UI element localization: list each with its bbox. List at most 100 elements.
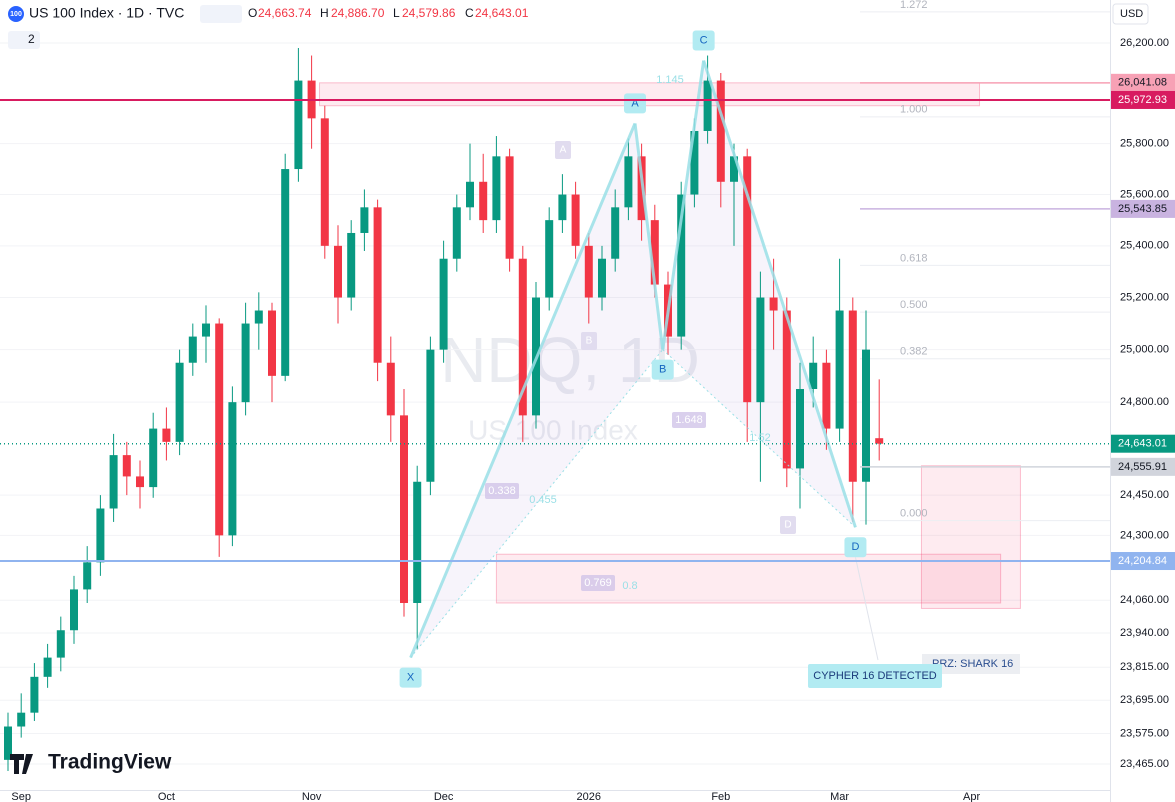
candle-body xyxy=(149,428,158,488)
x-tick-label: Sep xyxy=(11,791,31,802)
ratio-bg xyxy=(485,483,519,499)
candle-body xyxy=(690,130,699,195)
candle-body xyxy=(215,323,224,536)
price-badge-label: 24,643.01 xyxy=(1118,438,1167,450)
price-badge xyxy=(1111,199,1175,218)
candle-body xyxy=(650,220,659,285)
pattern-diag xyxy=(410,349,664,658)
ghost-point: D xyxy=(784,520,791,531)
candle-body xyxy=(56,630,65,658)
zone xyxy=(920,465,1021,609)
pattern-leg xyxy=(702,60,857,528)
y-tick-label: 24,800.00 xyxy=(1120,396,1169,408)
candle-body xyxy=(479,181,488,221)
annotation-bg xyxy=(808,664,942,688)
candle-body xyxy=(624,156,633,208)
price-badge xyxy=(1111,552,1175,571)
annotation-bg xyxy=(922,654,1020,674)
candle-body xyxy=(426,349,435,482)
annotation: CYPHER 16 DETECTED xyxy=(813,670,937,682)
ratio-label: 0.769 xyxy=(584,577,612,589)
candle-body xyxy=(334,245,342,298)
pattern-label: B xyxy=(659,364,666,376)
h-label: H xyxy=(320,6,329,20)
currency[interactable]: USD xyxy=(1120,8,1143,20)
fib-label: 0.618 xyxy=(900,252,928,264)
pattern-label: C xyxy=(700,34,708,46)
y-tick-label: 23,465.00 xyxy=(1120,758,1169,770)
y-tick-label: 25,000.00 xyxy=(1120,344,1169,356)
fib-label: 0.000 xyxy=(900,507,928,519)
y-tick-label: 23,815.00 xyxy=(1120,661,1169,673)
watermark-sub: US 100 Index xyxy=(468,414,638,445)
indicator-count[interactable]: 2 xyxy=(28,32,35,46)
candle-body xyxy=(782,310,791,469)
pattern-point xyxy=(692,30,715,51)
x-tick-label: Oct xyxy=(158,791,175,802)
price-badge-label: 24,204.84 xyxy=(1118,555,1167,567)
price-badge xyxy=(1111,90,1175,109)
x-tick-label: Mar xyxy=(830,791,849,802)
candle-body xyxy=(439,258,448,350)
symbol-title[interactable]: US 100 Index · 1D · TVC xyxy=(29,5,184,21)
currency-button[interactable] xyxy=(1112,3,1149,25)
pattern-label: A xyxy=(631,97,639,109)
candle-body xyxy=(862,349,870,482)
pattern-point xyxy=(399,667,422,688)
candle-body xyxy=(281,169,290,376)
indicators-toggle[interactable] xyxy=(8,31,40,49)
candle-body xyxy=(70,589,78,631)
candle-body xyxy=(347,232,356,298)
candle-body xyxy=(835,310,844,429)
candle-body xyxy=(756,297,765,403)
candle-body xyxy=(320,118,329,246)
candle-body xyxy=(492,156,501,221)
ratio-label: 1.145 xyxy=(656,74,684,86)
pattern-leg xyxy=(633,123,665,350)
pattern-leg xyxy=(661,60,706,350)
candle-body xyxy=(254,310,263,324)
y-tick-label: 23,940.00 xyxy=(1120,627,1169,639)
x-tick-label: Apr xyxy=(963,791,980,802)
y-tick-label: 25,200.00 xyxy=(1120,291,1169,303)
c-label: C xyxy=(465,6,474,20)
fib-label: 0.382 xyxy=(900,346,928,358)
pattern-leg xyxy=(409,122,637,659)
zone xyxy=(495,553,1002,604)
ratio-label: 0.8 xyxy=(622,580,637,592)
logo-text: TradingView xyxy=(48,751,172,774)
candle-body xyxy=(703,80,712,131)
y-tick-label: 23,575.00 xyxy=(1120,727,1169,739)
price-badge xyxy=(1111,434,1175,453)
candle-body xyxy=(4,726,12,760)
price-badge-label: 25,972.93 xyxy=(1118,94,1167,106)
candle-body xyxy=(83,562,92,590)
price-axis-bg xyxy=(1110,0,1175,802)
candle-body xyxy=(809,362,818,389)
y-tick-label: 26,200.00 xyxy=(1120,37,1169,49)
candle-body xyxy=(202,323,210,337)
pattern-fill xyxy=(662,60,856,528)
price-badge xyxy=(1111,457,1175,476)
ghost-point-bg xyxy=(581,332,597,350)
y-tick-label: 24,450.00 xyxy=(1120,489,1169,501)
y-tick-label: 23,695.00 xyxy=(1120,694,1169,706)
candle-body xyxy=(96,508,105,563)
ratio-label: 0.338 xyxy=(488,485,516,497)
l-label: L xyxy=(393,6,400,20)
buttons[interactable] xyxy=(200,5,242,23)
candle-body xyxy=(743,156,752,403)
candle-body xyxy=(294,80,303,170)
ratio-bg xyxy=(581,575,615,591)
logo-icon xyxy=(10,754,33,774)
candle-body xyxy=(584,245,593,298)
candle-body xyxy=(175,362,184,442)
candle-body xyxy=(136,476,144,488)
candle-body xyxy=(17,712,26,727)
ghost-point-bg xyxy=(780,516,796,534)
y-tick-label: 25,400.00 xyxy=(1120,240,1169,252)
candle-body xyxy=(466,181,474,208)
candle-body xyxy=(109,455,118,509)
annotation: PRZ: SHARK 16 xyxy=(932,658,1013,670)
ratio-label: 0.455 xyxy=(529,494,557,506)
